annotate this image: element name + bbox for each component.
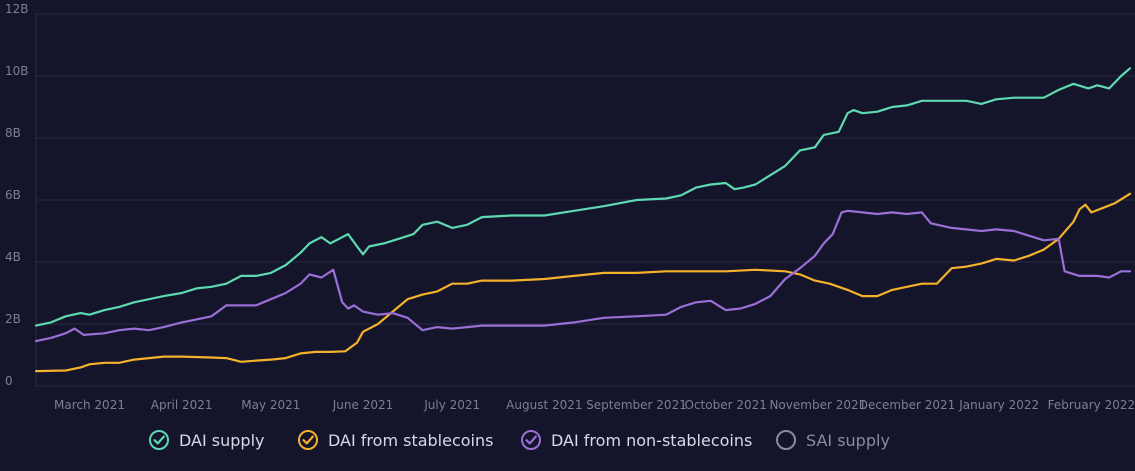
y-tick-label: 2B xyxy=(5,312,21,326)
check-circle-icon xyxy=(520,429,542,451)
series-line-dai-stablecoins xyxy=(34,192,1132,373)
y-tick-label: 4B xyxy=(5,250,21,264)
legend-label: DAI supply xyxy=(179,430,265,450)
supply-chart: 0 2B 4B 6B 8B 10B 12B March 2021 April 2021 May … xyxy=(5,2,1135,412)
legend-item-dai-supply[interactable]: DAI supply xyxy=(148,424,265,456)
empty-circle-icon xyxy=(775,429,797,451)
check-circle-icon xyxy=(297,429,319,451)
x-tick-label: August 2021 xyxy=(506,398,582,412)
y-tick-label: 10B xyxy=(5,64,29,78)
legend-label: DAI from non-stablecoins xyxy=(551,430,753,450)
legend-item-sai-supply[interactable]: SAI supply xyxy=(775,424,890,456)
y-tick-label: 12B xyxy=(5,2,29,16)
y-tick-label: 6B xyxy=(5,188,21,202)
y-tick-label: 8B xyxy=(5,126,21,140)
x-tick-label: March 2021 xyxy=(54,398,125,412)
series-lines xyxy=(34,67,1132,373)
x-tick-label: July 2021 xyxy=(423,398,480,412)
check-circle-icon xyxy=(148,429,170,451)
x-tick-label: February 2022 xyxy=(1048,398,1135,412)
x-tick-label: November 2021 xyxy=(769,398,866,412)
legend-label: SAI supply xyxy=(806,430,890,450)
legend-label: DAI from stablecoins xyxy=(328,430,494,450)
x-tick-label: September 2021 xyxy=(586,398,687,412)
x-tick-label: May 2021 xyxy=(241,398,300,412)
y-tick-label: 0 xyxy=(5,374,13,388)
legend-item-dai-from-non-stablecoins[interactable]: DAI from non-stablecoins xyxy=(520,424,752,456)
x-tick-label: April 2021 xyxy=(151,398,213,412)
x-tick-label: June 2021 xyxy=(332,398,394,412)
x-tick-label: December 2021 xyxy=(859,398,956,412)
legend-item-dai-from-stablecoins[interactable]: DAI from stablecoins xyxy=(297,424,493,456)
x-tick-label: January 2022 xyxy=(958,398,1039,412)
x-tick-label: October 2021 xyxy=(685,398,767,412)
chart-legend: DAI supply DAI from stablecoins DAI from… xyxy=(0,424,1135,456)
grid-lines xyxy=(35,13,1135,387)
series-line-dai-nonstable xyxy=(34,209,1132,343)
y-axis: 0 2B 4B 6B 8B 10B 12B xyxy=(5,2,29,388)
series-line-dai-supply xyxy=(34,67,1132,327)
x-axis: March 2021 April 2021 May 2021 June 2021 Jul… xyxy=(54,398,1135,412)
